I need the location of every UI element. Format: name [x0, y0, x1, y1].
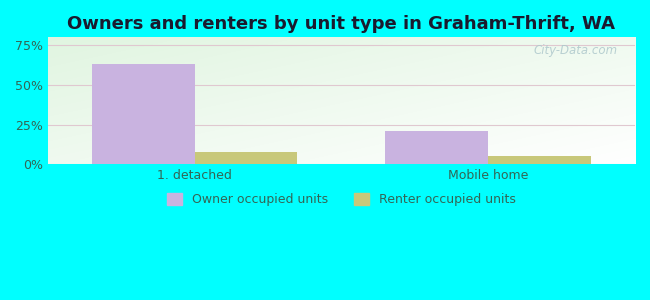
Bar	[92, 64, 194, 164]
Title: Owners and renters by unit type in Graham-Thrift, WA: Owners and renters by unit type in Graha…	[68, 15, 616, 33]
Bar	[194, 152, 298, 164]
Text: City-Data.com: City-Data.com	[533, 44, 618, 57]
Bar	[385, 131, 488, 164]
Legend: Owner occupied units, Renter occupied units: Owner occupied units, Renter occupied un…	[162, 188, 521, 211]
Bar	[488, 155, 591, 164]
